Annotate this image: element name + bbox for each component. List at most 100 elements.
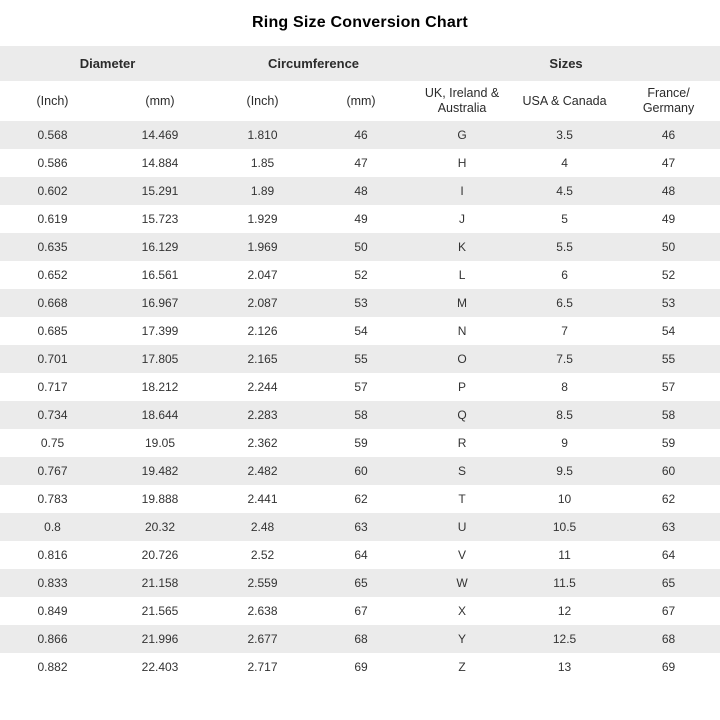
table-cell: 2.126 — [247, 324, 278, 338]
table-cell: 53 — [661, 296, 676, 310]
table-cell: 67 — [661, 604, 676, 618]
table-cell: 19.05 — [144, 436, 176, 450]
table-cell: 65 — [661, 576, 676, 590]
table-cell: 11 — [558, 548, 571, 562]
table-cell: 14.469 — [141, 128, 179, 142]
group-header-sizes: Sizes — [549, 56, 583, 71]
table-cell: 63 — [661, 520, 676, 534]
table-row: 0.866 21.996 2.677 68 Y 12.5 68 — [0, 625, 720, 653]
table-row: 0.734 18.644 2.283 58 Q 8.5 58 — [0, 401, 720, 429]
table-row: 0.833 21.158 2.559 65 W 11.5 65 — [0, 569, 720, 597]
table-cell: 16.561 — [141, 268, 179, 282]
table-row: 0.602 15.291 1.89 48 I 4.5 48 — [0, 177, 720, 205]
table-cell: 16.967 — [141, 296, 179, 310]
table-cell: 17.805 — [141, 352, 179, 366]
table-row: 0.701 17.805 2.165 55 O 7.5 55 — [0, 345, 720, 373]
table-cell: 2.482 — [247, 464, 278, 478]
table-cell: 12 — [557, 604, 572, 618]
table-cell: 46 — [661, 128, 676, 142]
table-cell: 59 — [661, 436, 676, 450]
table-cell: 0.75 — [40, 436, 65, 450]
column-header-diameter-inch: (Inch) — [36, 93, 69, 108]
table-cell: Z — [458, 660, 466, 674]
table-row: 0.652 16.561 2.047 52 L 6 52 — [0, 261, 720, 289]
table-cell: 59 — [354, 436, 368, 450]
table-cell: 4.5 — [556, 184, 573, 198]
table-cell: 20.726 — [141, 548, 179, 562]
table-cell: 0.849 — [37, 604, 68, 618]
table-cell: 50 — [354, 240, 368, 254]
table-cell: 9 — [561, 436, 568, 450]
table-cell: 53 — [354, 296, 368, 310]
table-cell: L — [458, 268, 466, 282]
table-cell: 15.723 — [141, 212, 179, 226]
table-body: 0.568 14.469 1.810 46 G 3.5 46 0.586 14.884 1.85 4… — [0, 121, 720, 681]
table-cell: 0.717 — [37, 380, 68, 394]
table-cell: 8 — [561, 380, 568, 394]
table-cell: J — [459, 212, 466, 226]
table-cell: 62 — [661, 492, 676, 506]
table-cell: 2.559 — [247, 576, 278, 590]
table-cell: 12.5 — [552, 632, 577, 646]
table-cell: 47 — [354, 156, 368, 170]
table-cell: 10 — [557, 492, 572, 506]
table-cell: S — [458, 464, 467, 478]
group-header-circumference: Circumference — [268, 56, 360, 71]
table-cell: 10.5 — [552, 520, 577, 534]
table-cell: M — [457, 296, 468, 310]
table-cell: R — [457, 436, 467, 450]
table-cell: 54 — [354, 324, 368, 338]
table-cell: 1.89 — [250, 184, 275, 198]
table-cell: 47 — [661, 156, 676, 170]
table-cell: 8.5 — [556, 408, 573, 422]
table-cell: 5.5 — [556, 240, 573, 254]
table-cell: 55 — [661, 352, 676, 366]
table-cell: 7.5 — [556, 352, 573, 366]
column-header-circumference-inch: (Inch) — [246, 93, 279, 108]
table-cell: 14.884 — [141, 156, 179, 170]
table-cell: 9.5 — [556, 464, 573, 478]
table-cell: 2.638 — [247, 604, 278, 618]
table-row: 0.767 19.482 2.482 60 S 9.5 60 — [0, 457, 720, 485]
table-row: 0.635 16.129 1.969 50 K 5.5 50 — [0, 233, 720, 261]
table-row: 0.75 19.05 2.362 59 R 9 59 — [0, 429, 720, 457]
table-cell: 52 — [661, 268, 676, 282]
table-cell: 2.441 — [247, 492, 278, 506]
table-cell: 0.882 — [37, 660, 68, 674]
subheader-row: (Inch) (mm) (Inch) (mm) UK, Ireland & Au… — [0, 81, 720, 121]
table-cell: U — [457, 520, 467, 534]
table-cell: Q — [457, 408, 467, 422]
table-cell: 0.816 — [37, 548, 68, 562]
table-cell: 54 — [661, 324, 676, 338]
table-cell: 21.158 — [141, 576, 179, 590]
table-row: 0.8 20.32 2.48 63 U 10.5 63 — [0, 513, 720, 541]
table-row: 0.586 14.884 1.85 47 H 4 47 — [0, 149, 720, 177]
table-cell: 2.047 — [247, 268, 278, 282]
table-cell: 6.5 — [556, 296, 573, 310]
table-cell: 19.482 — [141, 464, 179, 478]
table-cell: 0.734 — [37, 408, 68, 422]
table-cell: 60 — [354, 464, 368, 478]
table-cell: 0.685 — [37, 324, 68, 338]
table-cell: 18.212 — [141, 380, 179, 394]
table-cell: 65 — [354, 576, 368, 590]
table-cell: T — [458, 492, 466, 506]
table-cell: 57 — [661, 380, 676, 394]
table-cell: 20.32 — [144, 520, 176, 534]
table-cell: 19.888 — [141, 492, 179, 506]
table-cell: 2.677 — [247, 632, 278, 646]
table-cell: W — [456, 576, 468, 590]
table-cell: 0.635 — [37, 240, 68, 254]
table-cell: 60 — [661, 464, 676, 478]
table-cell: 48 — [661, 184, 676, 198]
table-cell: 18.644 — [141, 408, 179, 422]
column-header-circumference-mm: (mm) — [346, 93, 376, 108]
table-cell: 0.668 — [37, 296, 68, 310]
table-cell: 2.283 — [247, 408, 278, 422]
table-cell: 1.969 — [247, 240, 278, 254]
ring-size-conversion-table: Diameter Circumference Sizes (Inch) (mm)… — [0, 46, 720, 681]
table-cell: N — [457, 324, 467, 338]
table-cell: 7 — [561, 324, 568, 338]
table-cell: 13 — [557, 660, 572, 674]
